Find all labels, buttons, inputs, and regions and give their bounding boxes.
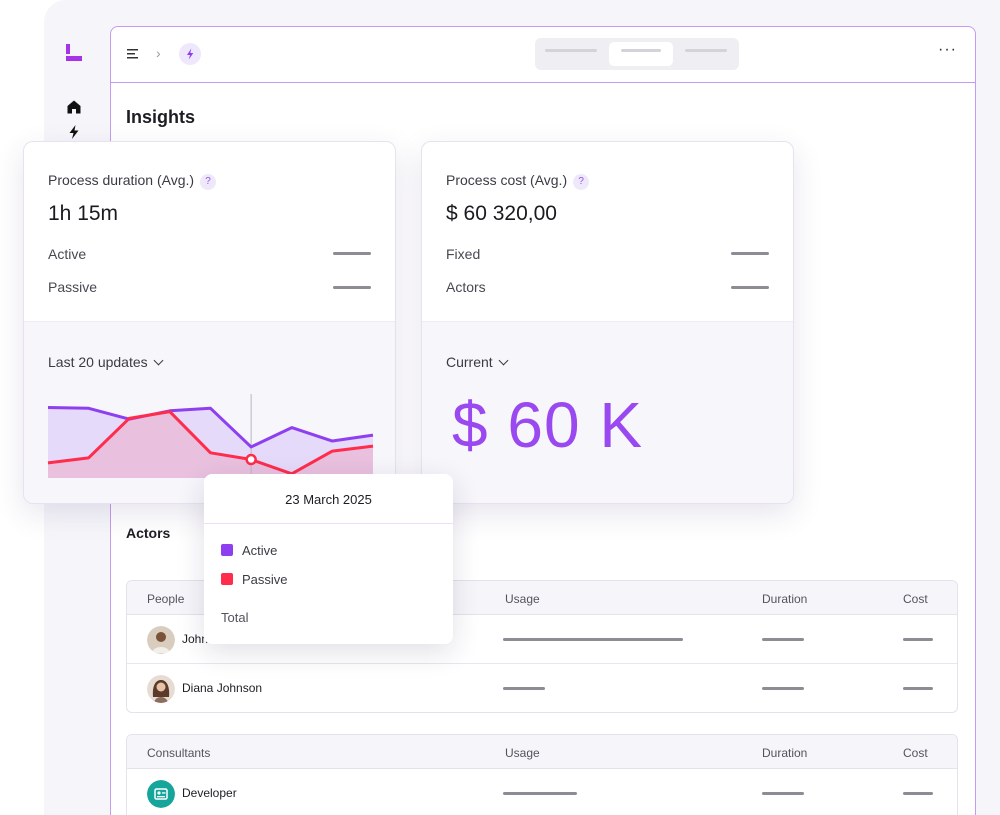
segment-active[interactable] <box>609 42 673 66</box>
brand-logo[interactable] <box>66 44 82 62</box>
help-icon[interactable]: ? <box>573 174 590 190</box>
usage-bar <box>503 792 577 795</box>
card-footer <box>24 321 395 503</box>
cost-value: $ 60 320,00 <box>446 202 557 225</box>
col-header[interactable]: Cost <box>903 746 928 760</box>
duration-trend-chart[interactable] <box>24 386 396 496</box>
card-footer <box>422 321 793 503</box>
fixed-bar <box>731 252 769 255</box>
tooltip-entry-active: Active <box>221 543 277 558</box>
actors-bar <box>731 286 769 289</box>
tooltip-divider <box>204 523 453 524</box>
home-icon[interactable] <box>66 99 82 115</box>
period-dropdown-label: Current <box>446 354 493 370</box>
table-row[interactable]: John <box>127 615 957 664</box>
active-line <box>47 405 374 449</box>
chevron-down-icon <box>153 355 164 366</box>
tooltip-date: 23 March 2025 <box>285 492 372 507</box>
cost-bar <box>903 687 933 690</box>
col-header[interactable]: Usage <box>505 592 540 606</box>
col-header[interactable]: Cost <box>903 592 928 606</box>
menu-icon[interactable] <box>127 48 139 60</box>
consultants-table: Consultants Usage Duration Cost Develope… <box>126 734 958 815</box>
bolt-icon <box>187 48 194 60</box>
id-badge-icon <box>147 780 175 808</box>
col-header[interactable]: Duration <box>762 592 808 606</box>
chevron-right-icon: › <box>156 45 161 61</box>
view-switcher[interactable] <box>535 38 739 70</box>
active-area <box>48 407 373 478</box>
period-dropdown[interactable]: Current <box>446 354 509 370</box>
active-bar <box>333 252 371 255</box>
help-icon[interactable]: ? <box>200 174 217 190</box>
col-header[interactable]: People <box>147 592 185 606</box>
legend-swatch <box>221 544 233 556</box>
usage-bar <box>503 687 545 690</box>
person-name: John <box>182 632 209 646</box>
process-cost-card: Process cost (Avg.)? $ 60 320,00 Fixed A… <box>421 141 794 504</box>
consultant-name: Developer <box>182 786 237 800</box>
top-bar: › ··· <box>111 27 975 83</box>
fixed-label: Fixed <box>446 246 481 262</box>
cost-bar <box>903 638 933 641</box>
bolt-icon[interactable] <box>66 124 82 140</box>
cost-bar <box>903 792 933 795</box>
avatar <box>147 626 175 654</box>
legend-swatch <box>221 573 233 585</box>
avatar <box>147 675 175 703</box>
chevron-down-icon <box>498 355 509 366</box>
active-label: Active <box>48 246 87 262</box>
card-title-text: Process cost (Avg.) <box>446 172 568 188</box>
table-row[interactable]: Diana Johnson <box>127 664 957 712</box>
legend-label: Passive <box>242 572 288 587</box>
duration-bar <box>762 687 804 690</box>
table-row[interactable]: Developer <box>127 769 957 815</box>
passive-label: Passive <box>48 279 98 295</box>
process-duration-card: Process duration (Avg.)? 1h 15m Active P… <box>23 141 396 504</box>
page-title: Insights <box>126 107 196 127</box>
person-name: Diana Johnson <box>182 681 263 695</box>
duration-value: 1h 15m <box>48 202 119 225</box>
col-header[interactable]: Duration <box>762 746 808 760</box>
legend-label: Active <box>242 543 278 558</box>
segment-placeholder[interactable] <box>545 49 597 52</box>
actors-label: Actors <box>446 279 486 295</box>
range-dropdown[interactable]: Last 20 updates <box>48 354 164 370</box>
range-dropdown-label: Last 20 updates <box>48 354 148 370</box>
chart-tooltip: 23 March 2025 Active Passive Total <box>204 474 453 644</box>
tooltip-entry-passive: Passive <box>221 572 288 587</box>
passive-area <box>48 411 373 478</box>
card-title: Process cost (Avg.)? <box>446 172 590 190</box>
col-header[interactable]: Consultants <box>147 746 211 760</box>
duration-bar <box>762 638 804 641</box>
actors-heading: Actors <box>126 525 171 541</box>
usage-bar <box>503 638 683 641</box>
process-badge[interactable] <box>179 43 201 65</box>
passive-bar <box>333 286 371 289</box>
cost-highlight-value: $ 60 K <box>452 389 644 461</box>
segment-placeholder[interactable] <box>685 49 727 52</box>
passive-line <box>47 410 374 476</box>
more-icon[interactable]: ··· <box>938 41 957 58</box>
hover-point-marker <box>245 453 257 466</box>
duration-bar <box>762 792 804 795</box>
card-title-text: Process duration (Avg.) <box>48 172 195 188</box>
col-header[interactable]: Usage <box>505 746 540 760</box>
table-header: Consultants Usage Duration Cost <box>127 735 957 769</box>
tooltip-total-label: Total <box>221 610 249 625</box>
card-title: Process duration (Avg.)? <box>48 172 217 190</box>
